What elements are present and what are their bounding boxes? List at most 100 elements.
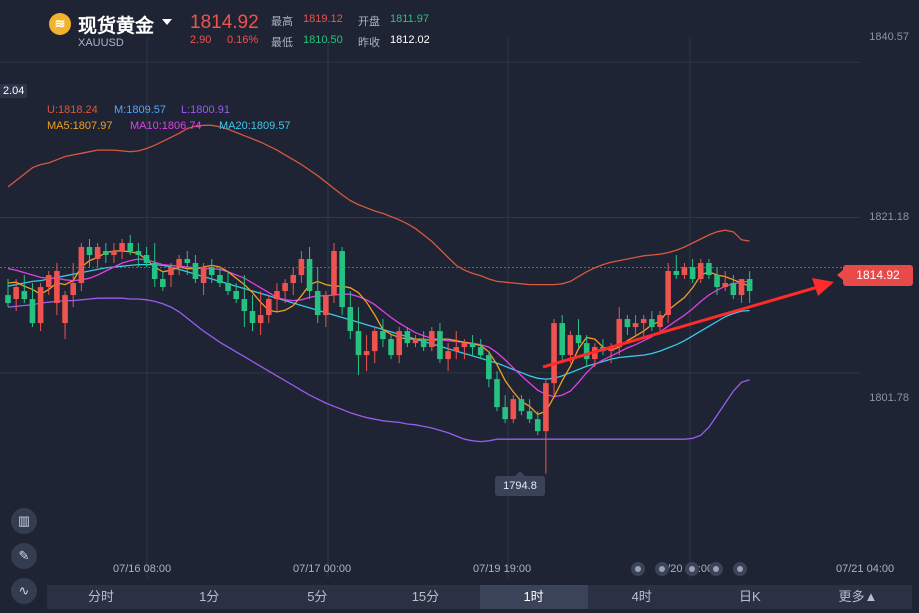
candle-body [21,291,28,300]
pencil-icon[interactable]: ✎ [11,543,37,569]
candle-body [640,319,647,324]
tab-15m[interactable]: 15分 [411,589,440,604]
change-value: 2.90 [190,34,212,46]
chevron-down-icon[interactable] [162,19,172,25]
candle-body [282,283,288,292]
scroll-dot[interactable] [709,562,723,576]
candle-body [135,251,142,256]
candle-body [404,331,411,344]
candle-body [567,335,574,356]
legend-ma20: MA20:1809.57 [219,120,291,132]
candle-body [689,267,696,280]
candle-body [396,331,402,356]
boll-lower-line [7,297,750,443]
ma10-line [7,258,750,398]
candle-body [429,331,435,348]
candle-body [200,267,207,284]
candle-body [208,267,215,276]
candle-body [738,279,745,296]
arrow-shaft [542,285,819,369]
scroll-dot[interactable] [655,562,669,576]
candle-body [371,331,378,352]
last-price: 1814.92 [190,12,259,33]
tab-5m[interactable]: 5分 [307,589,328,604]
legend-boll-l: L:1800.91 [181,104,230,116]
tab-daily[interactable]: 日K [738,589,761,604]
prev-close-value: 1812.02 [390,34,430,46]
candle-body [298,259,305,276]
indicator-icon[interactable]: ∿ [11,578,37,604]
candle-body [657,315,663,328]
candle-body [363,351,370,356]
tab-1m[interactable]: 1分 [199,589,220,604]
candle-body [151,263,158,280]
candle-body [510,399,517,420]
scroll-dot[interactable] [685,562,699,576]
candle-body [168,267,174,276]
low-value: 1810.50 [303,34,343,46]
candle-body [583,343,590,360]
candle-body [78,246,85,284]
candle-body [412,339,419,344]
candle-body [127,242,134,251]
prev-close-label: 昨收 [358,37,380,49]
high-label: 最高 [271,16,293,28]
candle-body [673,271,680,276]
y-tick-label: 1840.57 [869,31,909,43]
tab-timeshare[interactable]: 分时 [88,589,115,604]
candle-body [29,299,36,324]
x-tick-label: 07/17 00:00 [293,563,352,575]
quote-header: ≋ 现货黄金 XAUUSD 1814.92 2.90 0.16% 最高 1819… [0,0,919,52]
candle-body [608,347,614,352]
candle-body [616,319,623,348]
candle-body [632,323,639,328]
ma20-line [7,263,750,380]
candle-body [388,339,394,356]
scroll-dot[interactable] [631,562,645,576]
candle-body [54,271,60,304]
candle-body [355,331,362,356]
tab-4h[interactable]: 4时 [631,589,652,604]
candle-body [225,283,231,292]
low-marker-label: 1794.8 [495,471,545,496]
candle-body [697,263,704,280]
candle-body [494,379,500,408]
candle-body [526,411,533,420]
x-tick-label: 07/21 04:00 [836,563,895,575]
candle-body [551,323,557,384]
current-price-tag: 1814.92 [837,265,913,286]
scroll-dot[interactable] [733,562,747,576]
candle-body [119,242,125,251]
x-tick-label: 07/19 19:00 [473,563,532,575]
x-tick-label: 07/16 08:00 [113,563,172,575]
candle-body [62,295,68,324]
candle-body [323,295,329,316]
candle-body [249,311,256,324]
candle-body [266,299,272,316]
open-value: 1811.97 [390,13,429,25]
tab-1h[interactable]: 1时 [479,585,588,609]
candle-body [477,347,484,356]
candle-body [559,323,565,356]
candle-body [111,251,117,256]
candle-body [486,355,492,380]
candlestick-icon[interactable]: ▥ [11,508,37,534]
candle-body [339,251,345,308]
crosshair-left-value: 2.04 [0,84,28,98]
candle-body [103,251,109,256]
candle-body [45,275,52,288]
candle-body [714,275,720,288]
candle-body [665,271,671,316]
legend-ma5: MA5:1807.97 [47,120,113,132]
y-tick-label: 1801.78 [869,392,909,404]
symbol-name[interactable]: 现货黄金 [78,16,155,37]
candle-body [331,251,337,296]
low-label: 最低 [271,37,293,49]
candle-body [575,335,582,344]
candle-body [649,319,655,328]
moving-averages [7,250,750,416]
candle-body [445,351,451,360]
tab-more[interactable]: 更多▲ [838,589,878,604]
candle-body [184,259,191,264]
